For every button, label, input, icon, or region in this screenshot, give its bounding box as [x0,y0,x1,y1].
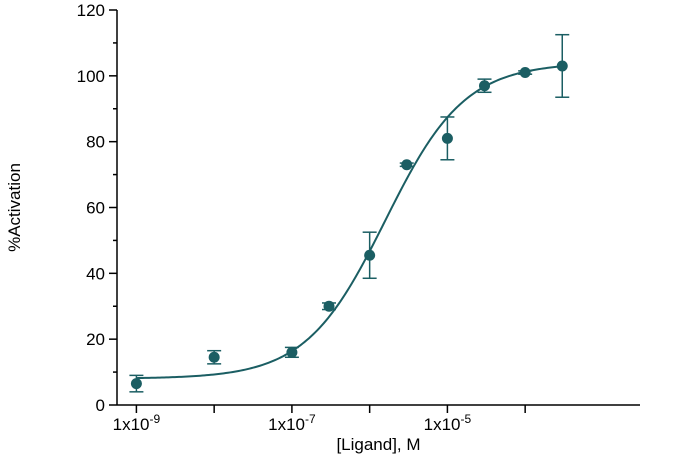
data-marker [130,378,142,390]
data-marker [556,60,568,72]
data-point [322,300,337,312]
y-tick-label: 60 [86,199,105,218]
y-axis-title: %Activation [5,163,24,252]
y-tick-label: 120 [77,1,105,20]
x-tick-label: 1x10-7 [268,412,316,434]
data-point [518,67,533,79]
fit-curve [136,65,563,380]
y-ticks: 0 20 40 60 80 100 120 [77,1,117,415]
data-marker [401,159,413,171]
data-marker [519,67,531,79]
y-tick-label: 20 [86,330,105,349]
y-tick-label: 100 [77,67,105,86]
y-tick-label: 40 [86,264,105,283]
data-point [207,349,222,365]
data-point [440,116,455,161]
data-point [362,231,377,280]
data-marker [364,249,376,261]
x-axis-title: [Ligand], M [336,435,420,454]
x-tick-label: 1x10-9 [113,412,161,434]
x-ticks: 1x10-9 1x10-7 1x10-5 [113,405,526,434]
data-marker [479,80,491,92]
y-tick-label: 80 [86,133,105,152]
data-marker [286,346,298,358]
data-point [284,346,299,359]
data-point [555,33,570,98]
y-tick-label: 0 [96,396,105,415]
data-marker [441,132,453,144]
data-marker [323,300,335,312]
data-points [129,33,570,393]
data-marker [208,351,220,363]
data-point [129,374,144,393]
data-point [399,159,414,171]
data-point [477,78,492,94]
x-tick-label: 1x10-5 [424,412,472,434]
